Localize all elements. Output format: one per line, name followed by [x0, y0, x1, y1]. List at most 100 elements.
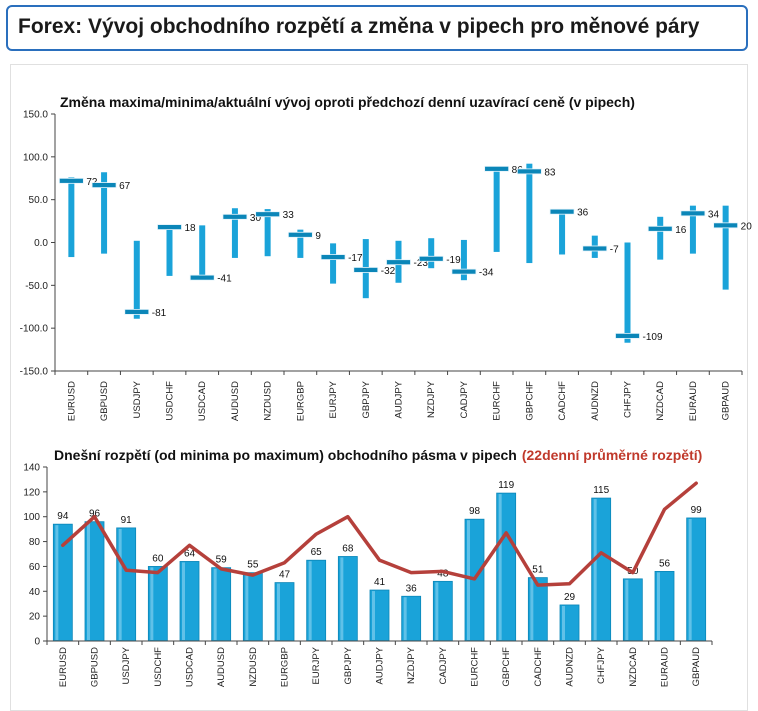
- bar-y-tick-label: 100: [23, 512, 40, 523]
- range-current-label: -32: [381, 266, 396, 277]
- range-bar: [101, 172, 108, 254]
- range-current-label: -17: [348, 253, 363, 264]
- bar-category-label: NZDCAD: [628, 647, 639, 687]
- bar-value-label: 98: [469, 506, 481, 517]
- range-category-label: USDCAD: [197, 381, 208, 421]
- range-current-label: -41: [217, 274, 232, 285]
- bar-category-label: CADJPY: [438, 646, 449, 684]
- range-category-label: USDCHF: [165, 381, 176, 421]
- range-bar: [133, 240, 140, 319]
- bar-highlight: [213, 568, 217, 640]
- range-category-label: EURJPY: [328, 380, 339, 418]
- range-category-label: NZDUSD: [263, 381, 274, 421]
- bar-y-tick-label: 60: [29, 562, 41, 573]
- bar-value-label: 65: [311, 547, 323, 558]
- bar-value-label: 59: [216, 555, 228, 566]
- bar-value-label: 119: [498, 480, 514, 491]
- range-category-label: CHFJPY: [623, 380, 634, 418]
- bar-category-label: NZDUSD: [248, 647, 259, 687]
- range-current-marker: [418, 255, 444, 262]
- bar-category-label: CHFJPY: [596, 646, 607, 684]
- bar-value-label: 41: [374, 577, 386, 588]
- bar-category-label: NZDJPY: [406, 646, 417, 684]
- range-current-marker: [647, 225, 673, 232]
- bar-highlight: [150, 567, 154, 640]
- bar-chart-title: Dnešní rozpětí (od minima po maximum) ob…: [54, 447, 702, 463]
- range-current-label: 33: [283, 210, 295, 221]
- range-category-label: GBPCHF: [524, 381, 535, 421]
- bar-category-label: EURJPY: [311, 646, 322, 684]
- bar-y-tick-label: 20: [29, 612, 41, 623]
- range-category-label: EURAUD: [688, 381, 699, 421]
- bar-category-label: USDJPY: [121, 646, 132, 684]
- bar-highlight: [182, 562, 185, 640]
- range-category-label: EURUSD: [66, 381, 77, 421]
- bar-highlight: [118, 528, 122, 640]
- range-current-marker: [287, 231, 313, 238]
- bar-value-label: 48: [437, 568, 449, 579]
- bar-value-label: 56: [659, 558, 671, 569]
- bar-highlight: [55, 525, 59, 640]
- bar-highlight: [403, 597, 407, 640]
- range-bar: [330, 243, 337, 284]
- bar-category-label: AUDUSD: [216, 647, 227, 687]
- range-category-label: NZDCAD: [655, 381, 666, 421]
- range-category-label: USDJPY: [132, 380, 143, 418]
- bar-value-label: 64: [184, 548, 196, 559]
- range-y-tick-label: 150.0: [23, 110, 48, 121]
- range-current-marker: [353, 267, 379, 273]
- range-chart-title: Změna maxima/minima/aktuální vývoj oprot…: [60, 94, 635, 110]
- bar-highlight: [277, 583, 280, 640]
- bar-highlight: [467, 520, 470, 640]
- range-bar: [297, 229, 304, 258]
- bar-category-label: GBPUSD: [90, 647, 101, 687]
- range-bar: [689, 205, 696, 254]
- range-y-tick-label: 0.0: [34, 238, 48, 249]
- bar-category-label: USDCAD: [185, 647, 196, 687]
- range-current-label: -109: [643, 332, 663, 343]
- bar-category-label: CADCHF: [533, 647, 544, 687]
- bar-value-label: 94: [57, 511, 69, 522]
- bar-highlight: [625, 579, 629, 640]
- range-bar: [231, 208, 238, 258]
- range-bar: [493, 167, 500, 252]
- page-title: Forex: Vývoj obchodního rozpětí a změna …: [18, 15, 700, 38]
- bar-y-tick-label: 80: [29, 537, 41, 548]
- range-current-marker: [386, 259, 411, 266]
- range-bar: [166, 227, 173, 276]
- range-current-label: -7: [610, 244, 619, 255]
- bar-category-label: GBPAUD: [691, 647, 702, 687]
- range-bar: [559, 209, 566, 255]
- bar-value-label: 29: [564, 592, 576, 603]
- bar-highlight: [87, 522, 90, 640]
- bar-value-label: 91: [121, 515, 133, 526]
- range-bar: [722, 205, 729, 290]
- range-current-marker: [222, 213, 248, 220]
- bar-highlight: [688, 518, 692, 640]
- bar-highlight: [498, 494, 502, 640]
- bar-y-tick-label: 140: [23, 463, 40, 474]
- range-current-label: 34: [708, 209, 720, 220]
- range-y-tick-label: -100.0: [20, 324, 49, 335]
- bar-highlight: [593, 499, 597, 640]
- range-category-label: GBPAUD: [721, 381, 732, 421]
- bar-category-label: USDCHF: [153, 647, 164, 687]
- bar-category-label: EURUSD: [58, 647, 69, 687]
- range-y-tick-label: 50.0: [29, 195, 49, 206]
- bar-highlight: [435, 582, 439, 640]
- range-current-label: 30: [250, 213, 262, 224]
- range-current-label: -34: [479, 268, 494, 279]
- bar-value-label: 96: [89, 509, 101, 520]
- range-chart: 150.0100.050.00.0-50.0-100.0-150.072EURU…: [20, 110, 753, 422]
- range-bar: [526, 163, 533, 264]
- bar-y-tick-label: 0: [34, 637, 40, 648]
- range-current-marker: [91, 182, 117, 189]
- range-current-marker: [157, 224, 182, 230]
- bar-category-label: EURAUD: [660, 647, 671, 687]
- bar-value-label: 115: [593, 485, 609, 496]
- range-y-tick-label: -50.0: [25, 281, 48, 292]
- range-category-label: AUDUSD: [230, 381, 241, 421]
- range-current-marker: [582, 245, 608, 252]
- bar-highlight: [372, 591, 375, 640]
